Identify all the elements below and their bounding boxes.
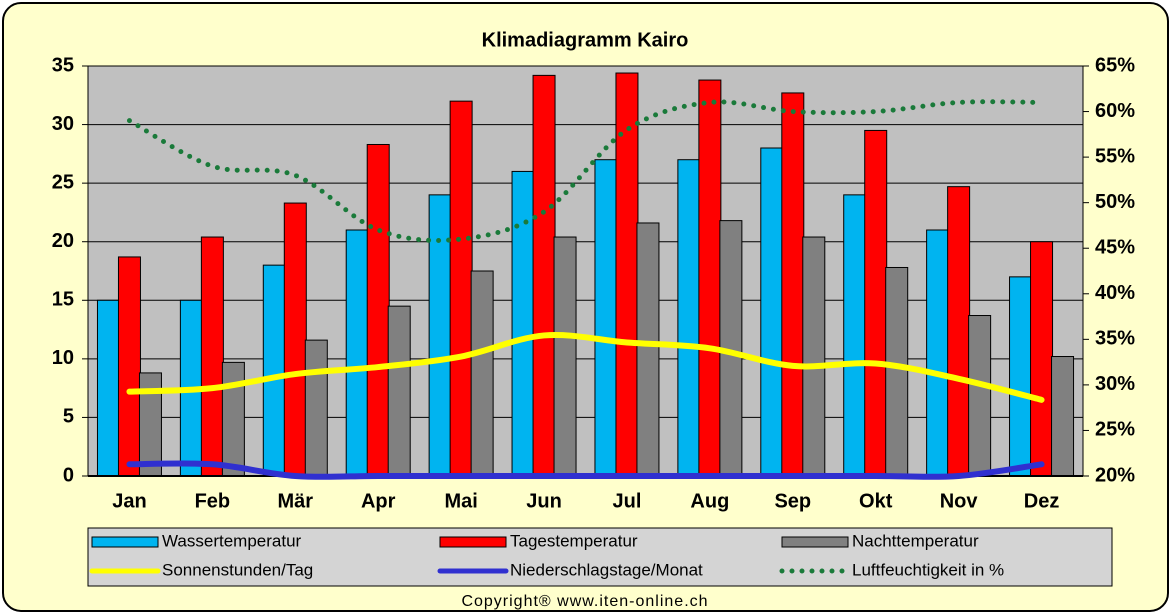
bar — [117, 256, 141, 477]
bar — [1030, 241, 1054, 477]
y2-tick-label: 30% — [1095, 373, 1135, 395]
bar — [760, 147, 784, 477]
bar — [1009, 276, 1033, 477]
bar — [96, 299, 120, 477]
y2-tick-label: 55% — [1095, 145, 1135, 167]
y-tick-label: 10 — [52, 347, 74, 369]
legend-label: Nachttemperatur — [852, 531, 979, 550]
line-series — [126, 331, 1045, 403]
bar — [968, 315, 992, 477]
y-tick-label: 30 — [52, 113, 74, 135]
legend-label: Sonnenstunden/Tag — [162, 560, 313, 579]
y2-tick-label: 65% — [1095, 54, 1135, 76]
chart-title: Klimadiagramm Kairo — [482, 29, 689, 51]
x-tick-label: Sep — [774, 490, 811, 512]
y-tick-label: 35 — [52, 54, 74, 76]
y-tick-label: 0 — [63, 464, 74, 486]
bar — [387, 305, 411, 477]
x-tick-label: Apr — [361, 490, 396, 512]
bar — [200, 236, 224, 477]
x-tick-label: Okt — [859, 490, 893, 512]
y2-tick-label: 35% — [1095, 328, 1135, 350]
bar — [677, 159, 701, 477]
y2-tick-label: 50% — [1095, 191, 1135, 213]
x-tick-label: Jun — [526, 490, 562, 512]
bar — [262, 264, 286, 477]
y2-tick-label: 45% — [1095, 237, 1135, 259]
bar — [781, 92, 805, 477]
y2-tick-label: 60% — [1095, 100, 1135, 122]
x-tick-label: Aug — [690, 490, 729, 512]
bar — [449, 100, 473, 477]
bar — [843, 194, 867, 477]
line-series — [126, 99, 1045, 243]
bar — [470, 270, 494, 477]
y-tick-label: 25 — [52, 171, 74, 193]
bar — [532, 74, 556, 477]
y-tick-label: 15 — [52, 289, 74, 311]
legend-label: Tagestemperatur — [510, 531, 638, 550]
x-tick-label: Feb — [195, 490, 231, 512]
bar — [947, 186, 971, 477]
x-tick-label: Mär — [278, 490, 314, 512]
x-tick-label: Dez — [1024, 490, 1060, 512]
y-tick-label: 20 — [52, 230, 74, 252]
bar — [698, 79, 722, 477]
legend-box — [87, 527, 1113, 587]
x-tick-label: Mai — [444, 490, 477, 512]
bar — [511, 170, 535, 477]
legend-label: Wassertemperatur — [162, 531, 302, 550]
y-tick-label: 5 — [63, 406, 74, 428]
legend-swatch — [781, 536, 849, 548]
bar — [594, 159, 618, 477]
x-tick-label: Jan — [112, 490, 146, 512]
bar — [636, 222, 660, 477]
bar — [283, 202, 307, 477]
legend-swatch — [439, 536, 507, 548]
x-tick-label: Jul — [613, 490, 642, 512]
bar — [345, 229, 369, 477]
y2-tick-label: 20% — [1095, 464, 1135, 486]
x-tick-label: Nov — [940, 490, 979, 512]
bar — [366, 143, 390, 477]
bar — [553, 236, 577, 477]
bar — [802, 236, 826, 477]
line-series — [126, 460, 1045, 480]
legend-label: Luftfeuchtigkeit in % — [852, 560, 1004, 579]
legend-label: Niederschlagstage/Monat — [510, 560, 703, 579]
bar — [926, 229, 950, 477]
y2-tick-label: 40% — [1095, 282, 1135, 304]
y2-tick-label: 25% — [1095, 419, 1135, 441]
bar — [221, 361, 245, 477]
bar — [864, 129, 888, 477]
legend-swatch — [91, 536, 159, 548]
bar — [304, 339, 328, 477]
copyright: Copyright® www.iten-online.ch — [461, 593, 708, 610]
bar — [885, 266, 909, 477]
plot-area — [87, 65, 1084, 477]
bar — [1051, 356, 1075, 477]
bar — [428, 194, 452, 477]
